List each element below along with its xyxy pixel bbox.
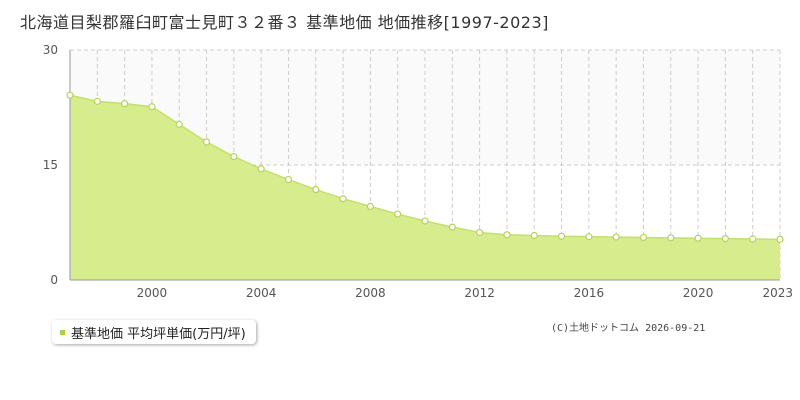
data-point: [448, 223, 456, 231]
data-point: [667, 234, 675, 242]
data-point: [175, 120, 183, 128]
data-point: [476, 228, 484, 237]
legend-label: 基準地価 平均坪単価(万円/坪): [71, 326, 246, 342]
chart-title: 北海道目梨郡羅臼町富士見町３２番３ 基準地価 地価推移[1997-2023]: [20, 13, 549, 32]
legend: 基準地価 平均坪単価(万円/坪): [52, 320, 256, 344]
data-point: [721, 235, 729, 243]
data-point: [503, 231, 511, 239]
data-point: [339, 195, 347, 203]
price-chart: 0 15 30 2000 2004 2008 2012 2016 2020 2023: [43, 43, 793, 300]
data-point: [202, 138, 211, 146]
x-tick-label: 2023: [762, 286, 793, 300]
x-tick-label: 2012: [464, 286, 495, 300]
x-tick-label: 2004: [246, 286, 277, 300]
data-point: [639, 233, 648, 242]
data-point: [694, 234, 702, 242]
data-point: [421, 217, 429, 225]
data-point: [121, 100, 129, 108]
data-point: [530, 231, 538, 240]
data-point: [612, 233, 620, 241]
legend-marker: [60, 329, 65, 335]
data-point: [230, 152, 238, 161]
data-point: [312, 185, 320, 194]
y-tick-label: 30: [43, 43, 58, 57]
x-tick-label: 2016: [574, 286, 605, 300]
data-point: [585, 233, 593, 241]
x-tick-label: 2020: [683, 286, 714, 300]
data-point: [394, 210, 402, 218]
series-area: [70, 95, 780, 280]
data-point: [148, 103, 156, 111]
copyright-text: (C)土地ドットコム 2026-09-21: [551, 323, 706, 334]
data-point: [366, 202, 374, 210]
y-tick-label: 0: [50, 273, 58, 287]
x-tick-label: 2000: [137, 286, 168, 300]
data-point: [257, 165, 265, 173]
data-point: [749, 235, 757, 243]
data-point: [93, 97, 101, 105]
y-tick-label: 15: [43, 158, 58, 172]
x-tick-label: 2008: [355, 286, 386, 300]
data-point: [284, 175, 293, 184]
data-point: [557, 232, 566, 240]
data-point: [776, 235, 784, 243]
data-point: [66, 91, 74, 99]
